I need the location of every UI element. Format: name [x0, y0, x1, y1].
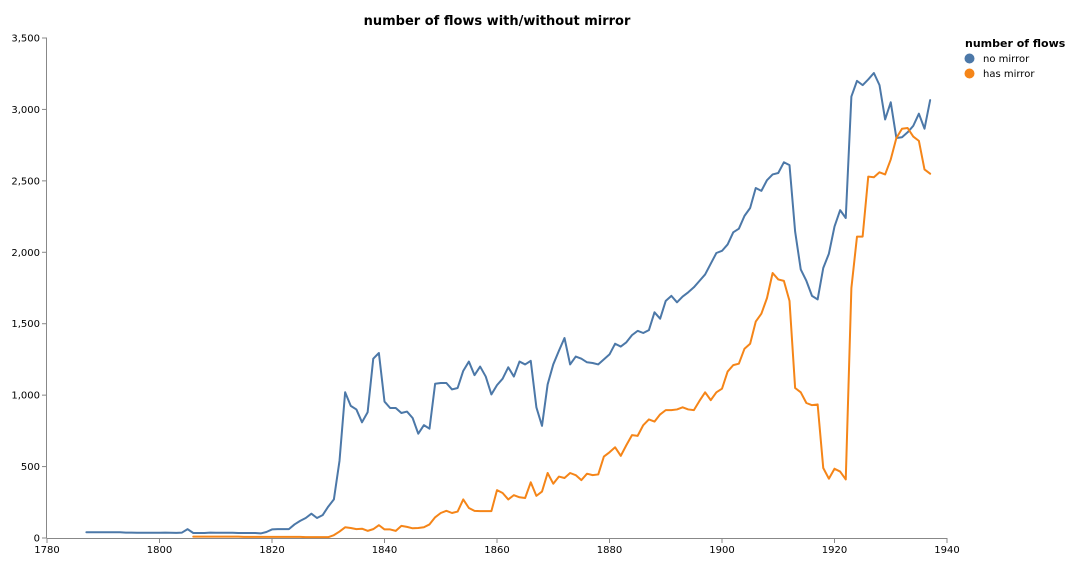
x-tick-label: 1780: [34, 545, 59, 556]
chart-title: number of flows with/without mirror: [364, 14, 631, 29]
legend-swatch-no-mirror: [964, 53, 975, 64]
y-tick-label: 0: [34, 534, 40, 545]
y-tick-label: 1,500: [11, 319, 40, 330]
series-line-has-mirror: [192, 127, 932, 539]
legend-label-no-mirror: no mirror: [983, 54, 1030, 65]
x-tick-label: 1940: [934, 545, 959, 556]
y-tick-label: 2,500: [11, 176, 40, 187]
y-tick-label: 2,000: [11, 248, 40, 259]
y-tick-label: 500: [21, 462, 40, 473]
x-tick-label: 1920: [822, 545, 847, 556]
y-tick-label: 3,500: [11, 34, 40, 45]
x-tick-label: 1840: [372, 545, 397, 556]
x-tick-label: 1880: [597, 545, 622, 556]
legend-item-has-mirror: has mirror: [964, 68, 1035, 80]
legend-item-no-mirror: no mirror: [964, 53, 1030, 65]
y-tick-label: 1,000: [11, 391, 40, 402]
x-tick-label: 1860: [484, 545, 509, 556]
y-axis: 0 500 1,000 1,500 2,000 2,500 3,000 3,500: [11, 34, 47, 545]
x-tick-label: 1900: [709, 545, 734, 556]
legend-label-has-mirror: has mirror: [983, 69, 1035, 80]
legend-title: number of flows: [965, 37, 1066, 50]
x-axis: 1780 1800 1820 1840 1860 1880 1900 1920 1940: [34, 538, 960, 556]
series-line-no-mirror: [85, 72, 932, 535]
legend: number of flows no mirror has mirror: [964, 37, 1066, 80]
legend-swatch-has-mirror: [964, 68, 975, 79]
x-tick-label: 1820: [259, 545, 284, 556]
series-layer: [85, 72, 932, 539]
y-tick-label: 3,000: [11, 105, 40, 116]
plot-area: 1780 1800 1820 1840 1860 1880 1900 1920 1940 0 50…: [11, 34, 959, 557]
x-tick-label: 1800: [147, 545, 172, 556]
